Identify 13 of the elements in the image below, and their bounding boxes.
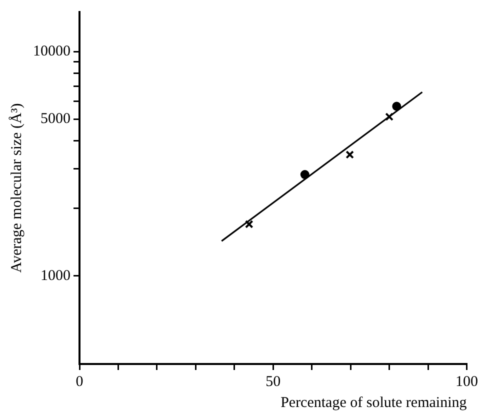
y-axis-title: Average molecular size (Å³) bbox=[8, 103, 25, 273]
y-tick-label: 5000 bbox=[40, 111, 70, 128]
point bbox=[244, 220, 254, 228]
x-tick-label: 50 bbox=[266, 374, 281, 390]
point bbox=[346, 150, 354, 159]
y-tick-label: 10000 bbox=[33, 43, 70, 60]
x-tick-label: 100 bbox=[456, 374, 478, 390]
point bbox=[392, 102, 402, 111]
x-axis-title: Percentage of solute remaining bbox=[280, 394, 468, 411]
y-tick-label: 1000 bbox=[40, 268, 70, 284]
x-tick-label: 0 bbox=[76, 374, 84, 390]
point bbox=[300, 170, 310, 180]
point bbox=[385, 112, 394, 121]
